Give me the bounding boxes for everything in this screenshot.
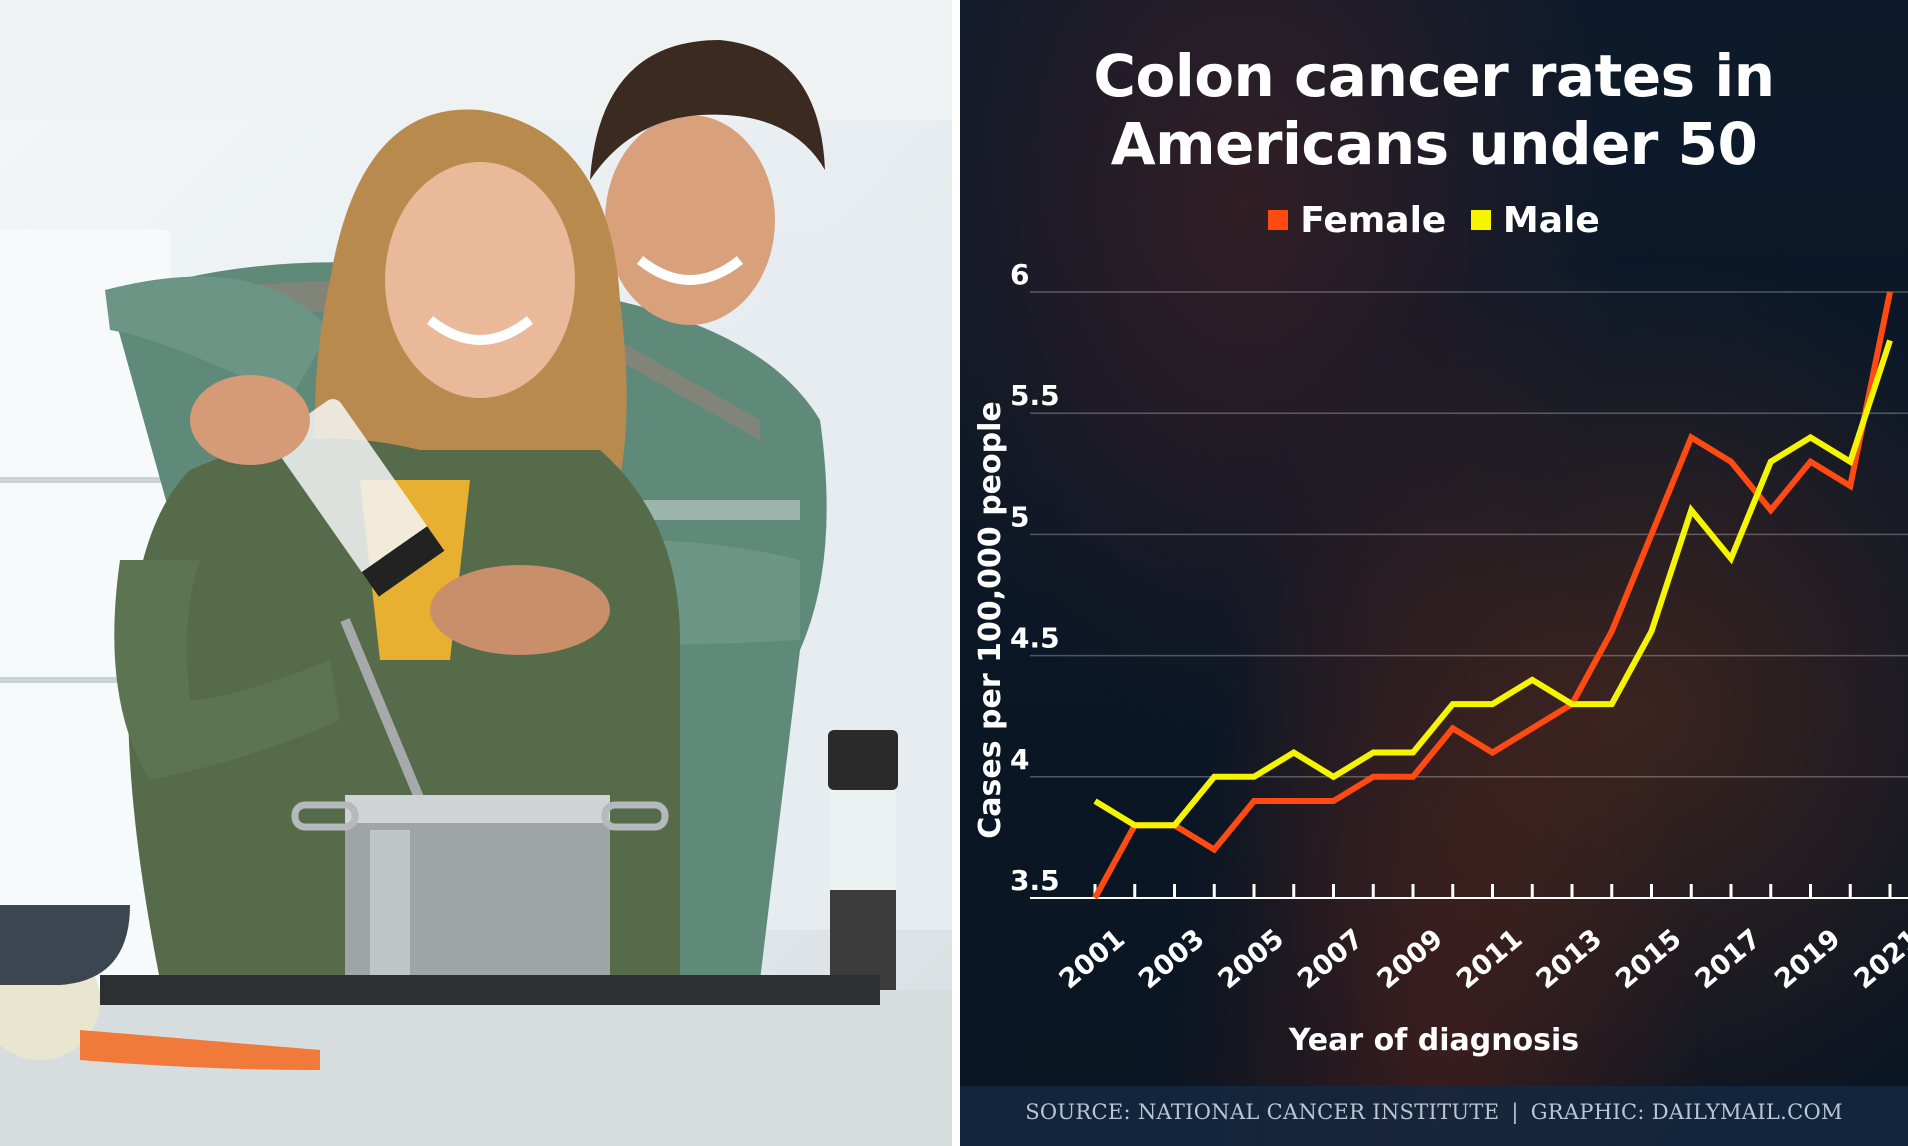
cooking-pot xyxy=(291,795,669,985)
source-footer: SOURCE: NATIONAL CANCER INSTITUTE | GRAPHI… xyxy=(960,1086,1908,1146)
y-tick-labels: 3.5 4 4.5 5 5.5 6 xyxy=(1010,258,1060,897)
x-tick-label: 2009 xyxy=(1372,923,1449,995)
y-axis-label: Cases per 100,000 people xyxy=(973,401,1008,838)
chart-panel: Colon cancer rates in Americans under 50… xyxy=(960,0,1908,1146)
photo-illustration xyxy=(0,0,952,1146)
x-tick-label: 2007 xyxy=(1292,923,1369,995)
y-tick-label: 5 xyxy=(1010,500,1029,533)
man-hair xyxy=(590,40,825,180)
countertop xyxy=(0,990,952,1146)
x-tick-label: 2001 xyxy=(1054,923,1131,995)
x-tick-label: 2013 xyxy=(1531,923,1608,995)
y-tick-label: 5.5 xyxy=(1010,379,1060,412)
x-tick-label: 2015 xyxy=(1610,923,1687,995)
stove xyxy=(100,975,880,1005)
x-tick-label: 2011 xyxy=(1451,923,1528,995)
y-tick-label: 3.5 xyxy=(1010,864,1060,897)
x-tick-label: 2005 xyxy=(1213,923,1290,995)
x-tick-label: 2019 xyxy=(1769,923,1846,995)
woman-face xyxy=(385,162,575,398)
line-chart: 3.544.555.56 2001 2003 2005 2007 2009 2011 201… xyxy=(973,258,1908,1058)
series-line-female xyxy=(1092,291,1893,900)
chart-title: Colon cancer rates in Americans under 50 xyxy=(960,42,1908,178)
legend-swatch-male xyxy=(1470,210,1491,230)
panel-divider xyxy=(952,0,960,1146)
series-lines xyxy=(1092,291,1893,900)
legend-label-male: Male xyxy=(1502,199,1600,241)
series-line-male xyxy=(1093,339,1893,829)
salt-shaker xyxy=(273,399,445,597)
x-tick-label: 2003 xyxy=(1133,923,1210,995)
legend-label-female: Female xyxy=(1300,199,1447,241)
graphic-credit: GRAPHIC: DAILYMAIL.COM xyxy=(1530,1100,1843,1124)
grid-lines xyxy=(1030,291,1908,899)
y-tick-label: 6 xyxy=(1010,258,1029,291)
bowl xyxy=(0,905,130,985)
y-tick-label: 4.5 xyxy=(1010,622,1060,655)
chart-title-line-2: Americans under 50 xyxy=(1110,110,1758,178)
legend-item-male: Male xyxy=(1470,199,1600,241)
carrot xyxy=(80,1030,320,1070)
legend-swatch-female xyxy=(1268,210,1289,230)
x-axis-label: Year of diagnosis xyxy=(1288,1023,1579,1058)
chart-legend: Female Male xyxy=(960,198,1908,241)
couple-cooking-photo xyxy=(0,0,952,1146)
chart-title-line-1: Colon cancer rates in xyxy=(1093,42,1775,110)
x-tick-label: 2017 xyxy=(1690,923,1767,995)
x-tick-label: 2021 xyxy=(1849,923,1908,995)
y-tick-label: 4 xyxy=(1010,743,1029,776)
source-text: SOURCE: NATIONAL CANCER INSTITUTE xyxy=(1025,1100,1500,1124)
source-separator: | xyxy=(1511,1100,1519,1124)
man-face xyxy=(605,115,775,325)
spoon xyxy=(340,618,425,802)
legend-item-female: Female xyxy=(1268,200,1446,241)
pepper-grinder xyxy=(828,730,898,1000)
x-tick-labels: 2001 2003 2005 2007 2009 2011 2013 2015 2017 2019… xyxy=(1054,923,1908,995)
